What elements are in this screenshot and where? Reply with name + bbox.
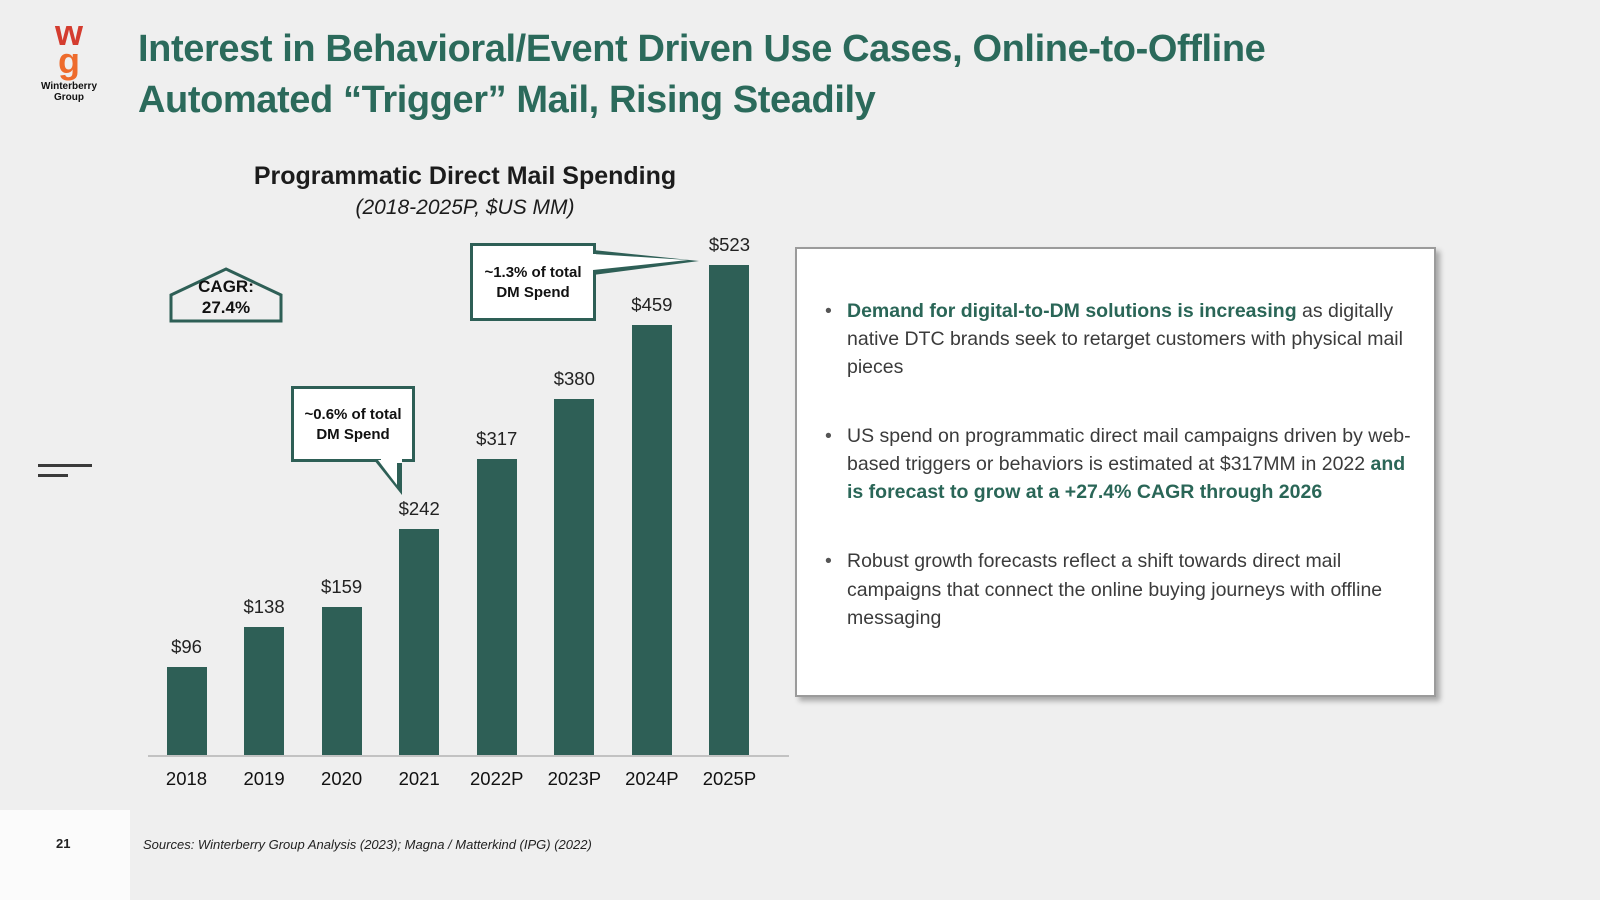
bullet-item: Robust growth forecasts reflect a shift … (823, 547, 1412, 631)
bar-2024P (631, 325, 672, 757)
category-label: 2018 (165, 768, 208, 789)
logo-caption: Winterberry Group (40, 81, 98, 104)
category-label: 2025P (702, 768, 757, 789)
chart-subtitle: (2018-2025P, $US MM) (355, 196, 575, 219)
category-label: 2021 (398, 768, 440, 789)
logo-caption-line1: Winterberry (40, 80, 98, 92)
category-label: 2020 (321, 768, 363, 789)
cagr-callout-text: CAGR: 27.4% (168, 276, 284, 319)
plot-area: $96 $138 $159 $242 $317 $380 $459 $523 (148, 230, 768, 757)
category-label: 2023P (547, 768, 602, 789)
logo-g-glyph: g (58, 39, 80, 81)
callout-06pct: ~0.6% of total DM Spend (291, 386, 415, 462)
category-label: 2019 (243, 768, 285, 789)
bullet-1-text: as digitally native DTC brands seek to r… (847, 300, 1403, 379)
callout-06pct-line2: DM Spend (316, 426, 390, 444)
bar-value-label: $138 (243, 596, 285, 617)
callout-13pct: ~1.3% of total DM Spend (470, 243, 596, 321)
bar-value-label: $380 (553, 368, 595, 389)
bar-column: $459 (613, 294, 690, 757)
bullet-list: Demand for digital-to-DM solutions is in… (823, 297, 1412, 632)
callout-06pct-tail-seam (381, 459, 402, 463)
category-label: 2024P (625, 768, 679, 789)
side-lines-icon (38, 464, 92, 467)
bullet-1-bold: Demand for digital-to-DM solutions is in… (847, 300, 1297, 322)
bar-column: $138 (226, 596, 303, 757)
bar-column: $159 (303, 576, 380, 757)
page-number-box (0, 810, 130, 900)
bar-2023P (554, 399, 595, 757)
callout-13pct-tail-seam (592, 254, 596, 269)
bar-2025P (709, 265, 750, 757)
bullet-item: Demand for digital-to-DM solutions is in… (823, 297, 1412, 381)
bar-value-label: $523 (708, 234, 751, 255)
bar-value-label: $159 (321, 576, 363, 597)
bullet-2-text: US spend on programmatic direct mail cam… (847, 425, 1411, 476)
bar-column: $242 (381, 498, 458, 757)
category-label: 2022P (470, 768, 524, 789)
bar-column: $523 (691, 234, 768, 757)
bar-value-label: $96 (171, 636, 202, 657)
logo-w-glyph: w (54, 12, 83, 53)
callout-06pct-tail-fill (378, 460, 397, 485)
callout-13pct-tail-fill (593, 254, 688, 270)
bar-value-label: $459 (631, 294, 673, 315)
chart-title: Programmatic Direct Mail Spending (253, 162, 677, 190)
cagr-value: 27.4% (201, 298, 251, 318)
category-axis: 2018 2019 2020 2021 2022P 2023P 2024P 2025P (148, 768, 768, 790)
page-number: 21 (56, 836, 71, 851)
bullet-3-text: Robust growth forecasts reflect a shift … (847, 550, 1383, 629)
bar-2018 (166, 667, 207, 757)
bar-value-label: $242 (398, 498, 440, 519)
bar-value-label: $317 (476, 428, 518, 449)
bar-column: $380 (536, 368, 613, 757)
bullet-2-bold: and is forecast to grow at a +27.4% CAGR… (847, 453, 1406, 504)
winterberry-logo: w g Winterberry Group (40, 12, 98, 104)
side-lines-icon (38, 474, 68, 477)
slide-title: Interest in Behavioral/Event Driven Use … (138, 24, 1266, 125)
sources-note: Sources: Winterberry Group Analysis (202… (143, 837, 592, 852)
slide-title-line1: Interest in Behavioral/Event Driven Use … (138, 28, 1266, 70)
bar-2021 (399, 529, 440, 757)
x-axis-line (148, 755, 789, 757)
logo-caption-line2: Group (54, 92, 84, 104)
bar-2022P (476, 459, 517, 757)
bar-2020 (321, 607, 362, 757)
callout-13pct-line1: ~1.3% of total (484, 264, 582, 281)
commentary-panel: Demand for digital-to-DM solutions is in… (795, 247, 1436, 697)
callout-06pct-line1: ~0.6% of total (304, 406, 402, 423)
bullet-item: US spend on programmatic direct mail cam… (823, 422, 1412, 506)
cagr-label: CAGR: (198, 277, 254, 296)
bar-column: $96 (148, 636, 225, 757)
slide-title-line2: Automated “Trigger” Mail, Rising Steadil… (138, 78, 876, 121)
bar-column: $317 (458, 428, 535, 757)
bar-2019 (244, 627, 285, 757)
cagr-callout-shape (169, 267, 283, 323)
callout-13pct-line2: DM Spend (496, 284, 570, 302)
